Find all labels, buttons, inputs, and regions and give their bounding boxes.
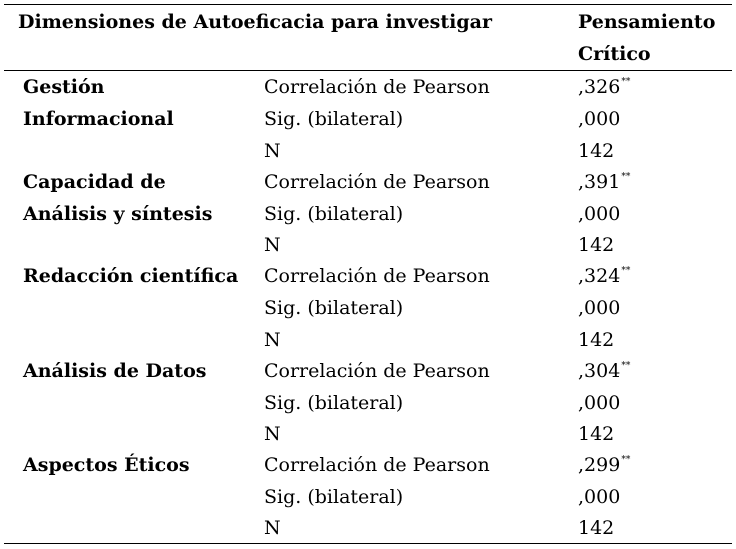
stat-label: Correlación de Pearson [264, 76, 490, 98]
dimension-label: Aspectos Éticos [23, 454, 190, 476]
header-dimensions: Dimensiones de Autoeficacia para investi… [18, 11, 492, 33]
stat-value: ,000 [578, 392, 621, 414]
dimension-label: Capacidad de Análisis y síntesis [23, 171, 213, 225]
significance-mark: ** [621, 172, 631, 182]
dimension-label: Gestión Informacional [23, 76, 174, 130]
stat-value: ,000 [578, 486, 621, 508]
stat-label: N [264, 423, 281, 445]
significance-mark: ** [621, 455, 631, 465]
stat-label: Correlación de Pearson [264, 454, 490, 476]
stat-value: ,391** [578, 171, 631, 193]
header-critico: Crítico [578, 43, 651, 65]
table-header-rule [4, 70, 732, 71]
stat-value: ,000 [578, 203, 621, 225]
table-bottom-rule [4, 543, 732, 544]
stat-label: N [264, 140, 281, 162]
dimension-label: Análisis de Datos [23, 360, 207, 382]
stat-value: ,000 [578, 108, 621, 130]
stat-value: ,304** [578, 360, 631, 382]
correlation-table: Dimensiones de Autoeficacia para investi… [4, 4, 732, 544]
stat-value: 142 [578, 517, 615, 539]
stat-label: Sig. (bilateral) [264, 486, 404, 508]
stat-label: N [264, 329, 281, 351]
stat-value: 142 [578, 329, 615, 351]
stat-label: Sig. (bilateral) [264, 297, 404, 319]
stat-label: Sig. (bilateral) [264, 392, 404, 414]
significance-mark: ** [621, 361, 631, 371]
stat-label: Sig. (bilateral) [264, 203, 404, 225]
stat-label: N [264, 234, 281, 256]
table-top-rule [4, 4, 732, 5]
stat-value: 142 [578, 140, 615, 162]
stat-value: ,299** [578, 454, 631, 476]
stat-label: N [264, 517, 281, 539]
stat-value: 142 [578, 234, 615, 256]
stat-value: ,000 [578, 297, 621, 319]
header-pensamiento: Pensamiento [578, 11, 716, 33]
stat-label: Correlación de Pearson [264, 360, 490, 382]
dimension-label: Redacción científica [23, 265, 239, 287]
stat-value: ,324** [578, 265, 631, 287]
stat-value: 142 [578, 423, 615, 445]
stat-label: Correlación de Pearson [264, 265, 490, 287]
significance-mark: ** [621, 266, 631, 276]
significance-mark: ** [621, 77, 631, 87]
stat-label: Correlación de Pearson [264, 171, 490, 193]
stat-label: Sig. (bilateral) [264, 108, 404, 130]
stat-value: ,326** [578, 76, 631, 98]
